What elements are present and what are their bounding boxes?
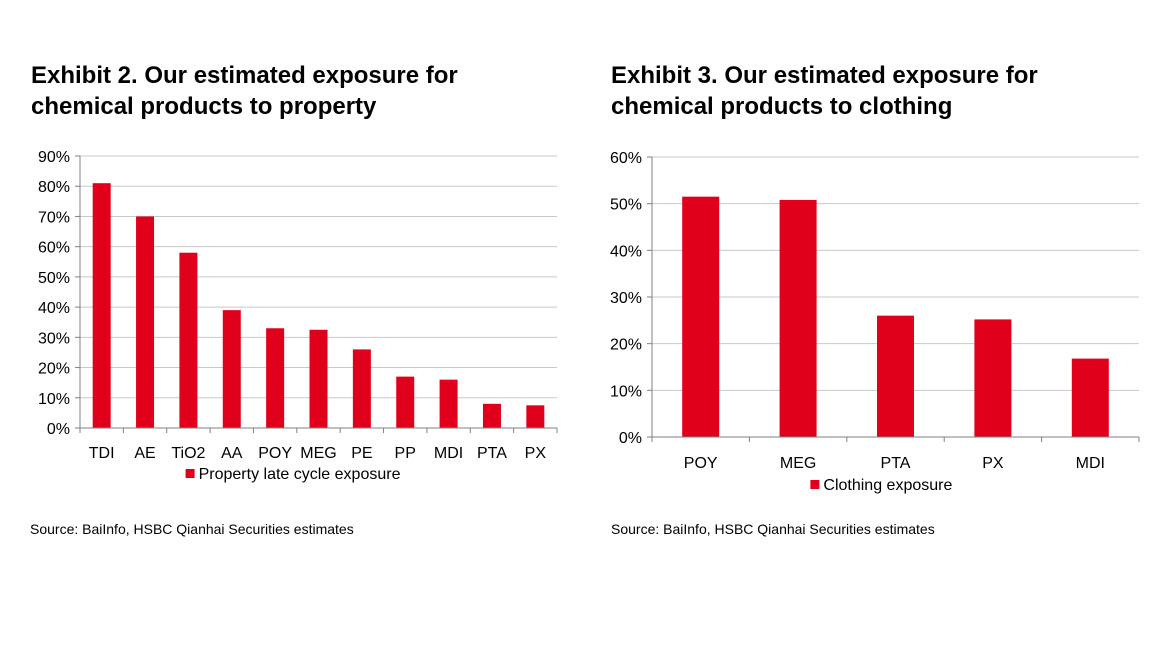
- legend-label: Clothing exposure: [823, 477, 952, 494]
- y-tick-label: 30%: [610, 290, 642, 307]
- title-line-2: chemical products to clothing: [611, 93, 953, 120]
- title-line-1: Exhibit 2. Our estimated exposure for: [31, 62, 458, 89]
- x-tick-label: MDI: [1076, 455, 1105, 472]
- y-tick-label: 90%: [38, 149, 70, 166]
- bar-mdi: [439, 379, 458, 428]
- clothing-exposure-chart: 0% 10% 20% 30% 40% 50% 60% POY MEG PTA PX MDI Clothi…: [610, 150, 1140, 494]
- property-exposure-chart: 0% 10% 20% 30% 40% 50% 60% 70% 80% 90% TDI AE TiO2 AA…: [38, 149, 558, 483]
- source-note: Source: BaiInfo, HSBC Qianhai Securities…: [611, 521, 935, 537]
- y-tick-label: 10%: [38, 391, 70, 408]
- source-note: Source: BaiInfo, HSBC Qianhai Securities…: [30, 521, 354, 537]
- y-tick-label: 70%: [38, 209, 70, 226]
- y-tick-label: 10%: [610, 383, 642, 400]
- y-tick-label: 60%: [610, 150, 642, 167]
- bar-pta: [482, 403, 501, 428]
- bar-meg: [779, 199, 817, 437]
- x-tick-label: MDI: [434, 445, 463, 462]
- bar-px: [526, 405, 545, 428]
- bar-poy: [682, 196, 720, 437]
- bar-pp: [396, 376, 415, 428]
- chart-title: Exhibit 3. Our estimated exposure for ch…: [611, 60, 1038, 122]
- x-tick-label: TiO2: [171, 445, 205, 462]
- title-line-1: Exhibit 3. Our estimated exposure for: [611, 62, 1038, 89]
- x-tick-label: PE: [351, 445, 372, 462]
- bar-tdi: [92, 183, 111, 428]
- y-tick-label: 40%: [610, 243, 642, 260]
- y-tick-label: 50%: [610, 197, 642, 214]
- bar-mdi: [1071, 358, 1109, 437]
- x-tick-label: POY: [684, 455, 718, 472]
- x-tick-label: AA: [221, 445, 243, 462]
- y-tick-label: 0%: [619, 430, 642, 447]
- x-tick-label: MEG: [780, 455, 816, 472]
- y-tick-label: 80%: [38, 179, 70, 196]
- y-tick-label: 0%: [47, 421, 70, 438]
- x-tick-label: PTA: [477, 445, 507, 462]
- y-tick-label: 40%: [38, 300, 70, 317]
- legend: Clothing exposure: [810, 477, 952, 494]
- x-tick-label: PX: [525, 445, 547, 462]
- legend-swatch: [185, 469, 195, 478]
- x-tick-label: AE: [134, 445, 155, 462]
- bar-meg: [309, 329, 328, 428]
- y-tick-label: 20%: [610, 337, 642, 354]
- x-tick-label: PX: [982, 455, 1004, 472]
- legend-swatch: [810, 480, 820, 489]
- x-tick-label: MEG: [300, 445, 336, 462]
- bar-px: [974, 319, 1012, 437]
- x-tick-label: TDI: [89, 445, 115, 462]
- y-tick-label: 60%: [38, 240, 70, 257]
- bar-ae: [136, 216, 155, 428]
- y-tick-label: 50%: [38, 270, 70, 287]
- x-tick-label: PP: [395, 445, 416, 462]
- bar-poy: [266, 328, 285, 428]
- bar-aa: [222, 310, 241, 428]
- bar-pta: [877, 315, 914, 437]
- chart-title: Exhibit 2. Our estimated exposure for ch…: [31, 60, 458, 122]
- y-tick-label: 20%: [38, 361, 70, 378]
- legend: Property late cycle exposure: [185, 466, 401, 483]
- exhibit-2: Exhibit 2. Our estimated exposure for ch…: [30, 60, 558, 537]
- exhibit-3: Exhibit 3. Our estimated exposure for ch…: [580, 0, 1159, 646]
- x-tick-label: POY: [258, 445, 292, 462]
- title-line-2: chemical products to property: [31, 93, 377, 120]
- y-tick-label: 30%: [38, 330, 70, 347]
- x-tick-label: PTA: [881, 455, 911, 472]
- bar-tio2: [179, 252, 198, 428]
- legend-label: Property late cycle exposure: [199, 466, 401, 483]
- bar-pe: [352, 349, 371, 428]
